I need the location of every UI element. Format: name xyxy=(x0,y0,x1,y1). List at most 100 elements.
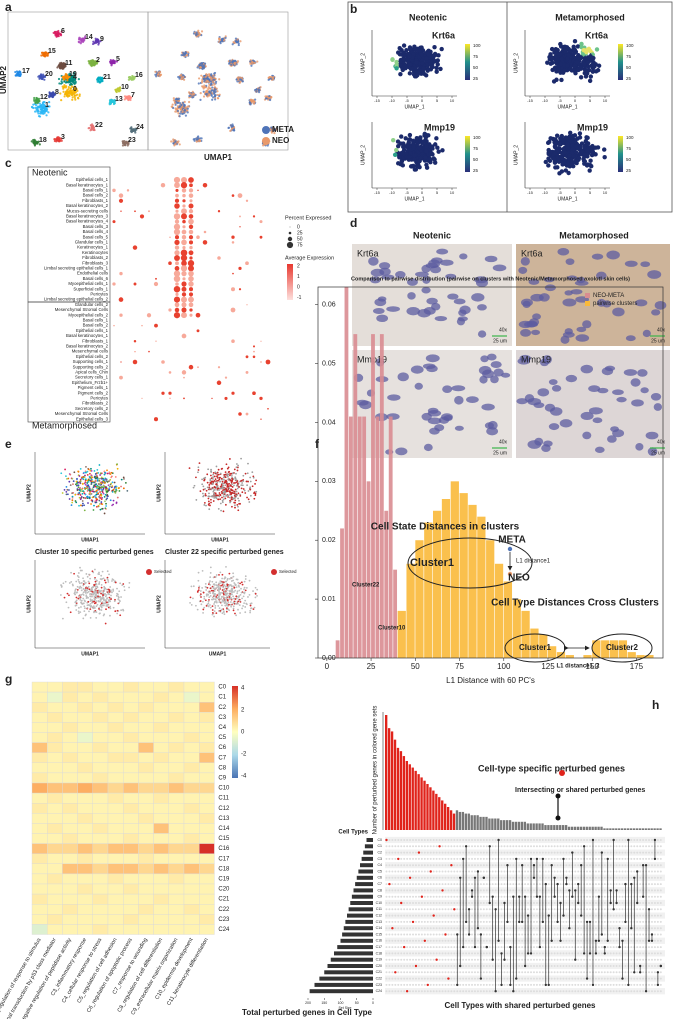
decor xyxy=(127,144,129,146)
decor xyxy=(113,607,115,609)
tick-label: -5 xyxy=(405,190,409,195)
decor xyxy=(590,63,594,67)
decor xyxy=(80,606,82,608)
decor xyxy=(34,110,36,112)
decor xyxy=(109,615,111,617)
decor xyxy=(591,150,595,154)
decor xyxy=(480,355,488,362)
decor xyxy=(89,496,91,498)
decor xyxy=(228,471,230,473)
decor xyxy=(181,208,187,214)
decor xyxy=(211,89,213,91)
decor xyxy=(554,78,558,82)
decor xyxy=(100,493,102,495)
decor xyxy=(99,491,101,493)
decor xyxy=(192,93,194,95)
decor xyxy=(73,573,75,575)
decor xyxy=(45,114,47,116)
decor xyxy=(417,159,421,163)
decor xyxy=(101,607,103,609)
decor xyxy=(212,483,214,485)
decor xyxy=(262,137,270,145)
decor xyxy=(105,582,107,584)
column-header: Metamorphosed xyxy=(555,12,625,22)
decor xyxy=(386,413,399,420)
decor xyxy=(62,88,64,90)
decor xyxy=(595,47,599,51)
decor xyxy=(69,90,71,92)
tick-label: 5 xyxy=(436,98,439,103)
decor xyxy=(64,85,66,87)
cluster-label: 15 xyxy=(48,48,56,55)
decor xyxy=(127,189,129,191)
decor xyxy=(425,166,429,170)
scale-label: 25 um xyxy=(493,450,507,456)
decor xyxy=(182,246,185,249)
decor xyxy=(189,230,193,234)
axis-label: UMAP_2 xyxy=(360,53,366,73)
decor xyxy=(74,591,76,593)
decor xyxy=(105,505,107,507)
decor xyxy=(451,385,465,391)
decor xyxy=(424,149,428,153)
decor xyxy=(134,340,136,342)
decor xyxy=(87,592,89,594)
decor xyxy=(176,141,178,143)
panel-letter: c xyxy=(5,156,12,170)
decor xyxy=(40,74,42,76)
decor xyxy=(63,80,65,82)
decor xyxy=(76,94,78,96)
decor xyxy=(574,150,578,154)
decor xyxy=(242,480,244,482)
decor xyxy=(582,432,591,440)
decor xyxy=(566,146,570,150)
decor xyxy=(238,486,240,488)
colorbar-tick: 50 xyxy=(473,65,479,70)
decor xyxy=(154,417,158,421)
magnification: 40x xyxy=(657,327,666,333)
tick-label: 0 xyxy=(574,190,577,195)
decor xyxy=(79,490,81,492)
decor xyxy=(104,602,106,604)
cluster-label: 14 xyxy=(85,34,93,41)
decor xyxy=(87,474,89,476)
legend-label: META xyxy=(272,125,294,134)
legend-label: NEO xyxy=(272,136,289,145)
decor xyxy=(182,277,185,280)
decor xyxy=(80,479,82,481)
decor xyxy=(260,236,263,239)
decor xyxy=(134,210,136,212)
decor xyxy=(117,594,119,596)
decor xyxy=(113,579,115,581)
decor xyxy=(98,505,100,507)
decor xyxy=(148,351,150,353)
decor xyxy=(88,479,90,481)
decor xyxy=(103,577,105,579)
decor xyxy=(91,499,93,501)
decor xyxy=(561,336,570,344)
decor xyxy=(57,34,59,36)
decor xyxy=(87,488,89,490)
decor xyxy=(45,52,47,54)
decor xyxy=(189,214,194,219)
decor xyxy=(571,147,575,151)
decor xyxy=(98,583,100,585)
decor xyxy=(232,273,234,275)
decor xyxy=(14,71,16,73)
decor xyxy=(631,399,644,406)
decor xyxy=(245,261,249,265)
decor xyxy=(220,510,222,512)
decor xyxy=(46,55,48,57)
column-header: Neotenic xyxy=(413,230,451,240)
decor xyxy=(181,240,187,246)
decor xyxy=(172,140,174,142)
decor xyxy=(60,472,62,474)
decor xyxy=(216,466,218,468)
decor xyxy=(113,103,115,105)
decor xyxy=(234,492,236,494)
decor xyxy=(250,481,252,483)
decor xyxy=(61,586,63,588)
decor xyxy=(218,366,220,368)
decor xyxy=(118,602,120,604)
decor xyxy=(231,287,235,291)
